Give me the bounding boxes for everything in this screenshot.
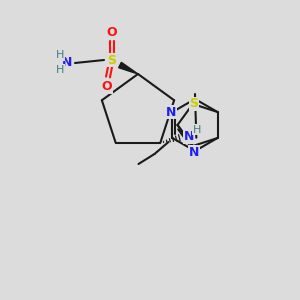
Text: N: N (62, 56, 72, 68)
Text: N: N (166, 106, 177, 118)
Text: H: H (56, 50, 64, 60)
Text: H: H (56, 65, 64, 75)
Polygon shape (119, 62, 138, 74)
Text: N: N (189, 146, 199, 158)
Text: S: S (189, 98, 198, 110)
Text: N: N (184, 130, 194, 143)
Text: S: S (107, 53, 116, 67)
Text: H: H (193, 125, 202, 135)
Text: O: O (102, 80, 112, 94)
Text: O: O (107, 26, 117, 38)
